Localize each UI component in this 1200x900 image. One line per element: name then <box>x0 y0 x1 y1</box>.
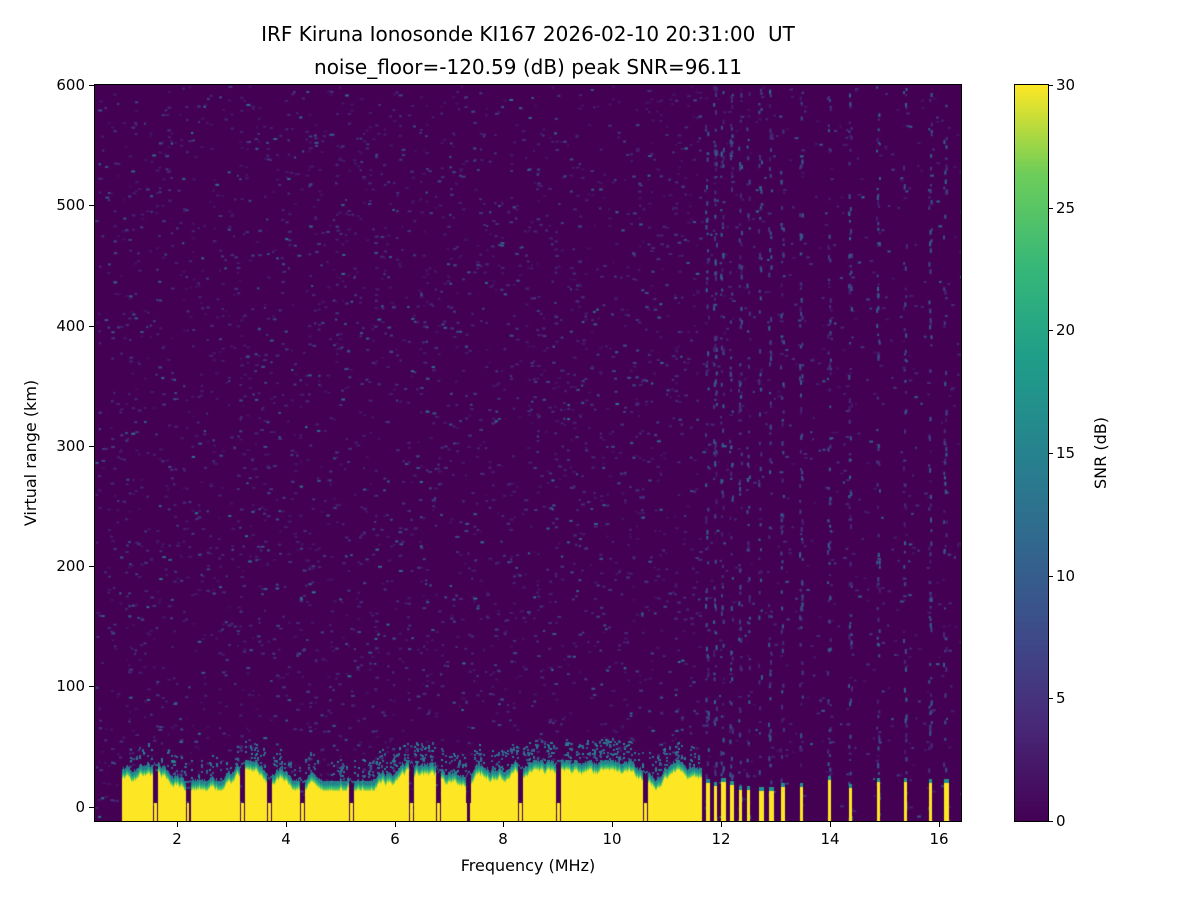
x-tick-mark <box>286 822 287 827</box>
x-tick-label: 12 <box>711 830 731 848</box>
y-tick-mark <box>89 446 94 447</box>
colorbar-tick-mark <box>1049 85 1053 86</box>
colorbar-gradient <box>1015 85 1048 821</box>
colorbar-tick-mark <box>1049 453 1053 454</box>
y-tick-mark <box>89 566 94 567</box>
y-tick-label: 200 <box>56 557 85 575</box>
chart-subtitle: noise_floor=-120.59 (dB) peak SNR=96.11 <box>314 55 742 79</box>
colorbar-tick-label: 5 <box>1056 689 1066 707</box>
y-tick-mark <box>89 85 94 86</box>
x-tick-mark <box>721 822 722 827</box>
x-tick-mark <box>612 822 613 827</box>
x-axis-label: Frequency (MHz) <box>460 856 596 875</box>
colorbar-tick-label: 10 <box>1056 567 1076 585</box>
colorbar-tick-label: 30 <box>1056 76 1076 94</box>
chart-title: IRF Kiruna Ionosonde KI167 2026-02-10 20… <box>261 22 795 46</box>
x-tick-mark <box>177 822 178 827</box>
x-tick-label: 10 <box>602 830 622 848</box>
colorbar-tick-mark <box>1049 698 1053 699</box>
y-tick-label: 500 <box>56 196 85 214</box>
colorbar-tick-label: 25 <box>1056 199 1076 217</box>
colorbar-tick-mark <box>1049 576 1053 577</box>
colorbar-tick-mark <box>1049 330 1053 331</box>
colorbar-label: SNR (dB) <box>1091 417 1110 489</box>
x-tick-label: 2 <box>172 830 182 848</box>
x-tick-label: 6 <box>390 830 400 848</box>
y-tick-label: 0 <box>75 798 85 816</box>
x-tick-mark <box>503 822 504 827</box>
y-tick-mark <box>89 326 94 327</box>
y-tick-mark <box>89 807 94 808</box>
x-tick-label: 16 <box>929 830 949 848</box>
y-tick-label: 300 <box>56 437 85 455</box>
colorbar-tick-mark <box>1049 208 1053 209</box>
x-tick-mark <box>830 822 831 827</box>
y-tick-label: 600 <box>56 76 85 94</box>
y-tick-mark <box>89 205 94 206</box>
colorbar-tick-label: 20 <box>1056 321 1076 339</box>
plot-area <box>94 84 962 822</box>
x-tick-mark <box>395 822 396 827</box>
x-tick-label: 8 <box>498 830 508 848</box>
x-tick-label: 4 <box>281 830 291 848</box>
y-tick-label: 100 <box>56 677 85 695</box>
y-tick-label: 400 <box>56 317 85 335</box>
colorbar-tick-label: 15 <box>1056 444 1076 462</box>
colorbar <box>1014 84 1049 822</box>
ionogram-heatmap <box>95 85 961 821</box>
x-tick-label: 14 <box>820 830 840 848</box>
colorbar-tick-mark <box>1049 821 1053 822</box>
x-tick-mark <box>939 822 940 827</box>
y-tick-mark <box>89 686 94 687</box>
colorbar-tick-label: 0 <box>1056 812 1066 830</box>
